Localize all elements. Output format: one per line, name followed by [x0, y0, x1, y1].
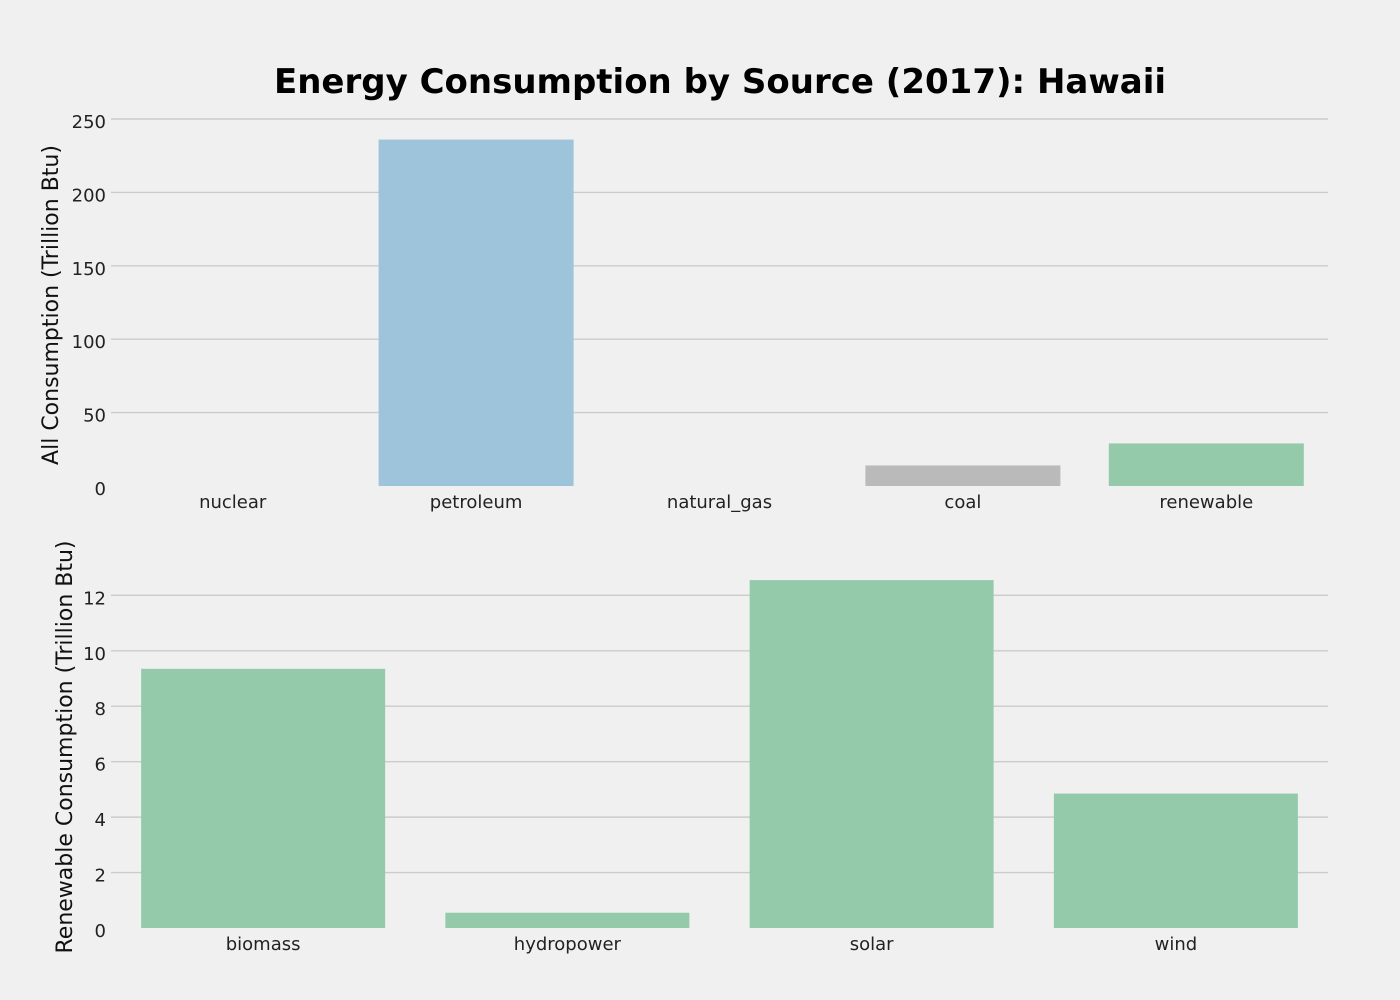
- x-tick-label-biomass: biomass: [226, 934, 301, 955]
- x-tick-label-wind: wind: [1155, 934, 1198, 955]
- bar-coal: [865, 465, 1061, 486]
- bar-renewable: [1108, 443, 1304, 486]
- x-tick-label-coal: coal: [944, 492, 981, 513]
- y-tick-label: 4: [95, 810, 106, 831]
- x-tick-label-hydropower: hydropower: [514, 934, 622, 955]
- all-consumption-panel: All Consumption (Trillion Btu) 0 50 100 150…: [39, 112, 1328, 513]
- y-tick-label: 2: [95, 866, 106, 887]
- y-tick-label: 150: [72, 259, 106, 280]
- x-tick-label-nuclear: nuclear: [199, 492, 267, 513]
- renewable-consumption-panel: Renewable Consumption (Trillion Btu) 0 2 4…: [53, 540, 1328, 955]
- chart-title: Energy Consumption by Source (2017): Haw…: [274, 62, 1166, 102]
- y-tick-label: 6: [95, 755, 106, 776]
- x-tick-label-renewable: renewable: [1159, 492, 1253, 513]
- y-tick-label: 100: [72, 332, 106, 353]
- bar-petroleum: [378, 139, 574, 486]
- ylabel-renewable-consumption: Renewable Consumption (Trillion Btu): [53, 540, 78, 953]
- bar-hydropower: [445, 912, 690, 928]
- x-tick-label-solar: solar: [850, 934, 894, 955]
- y-tick-label: 250: [72, 112, 106, 133]
- y-tick-label: 200: [72, 185, 106, 206]
- x-tick-label-petroleum: petroleum: [430, 492, 523, 513]
- y-tick-label: 0: [95, 479, 106, 500]
- y-tick-label: 50: [83, 406, 106, 427]
- y-tick-label: 12: [83, 588, 106, 609]
- bar-solar: [749, 580, 994, 928]
- bar-biomass: [141, 668, 386, 928]
- ylabel-all-consumption: All Consumption (Trillion Btu): [39, 145, 64, 465]
- x-tick-label-natural-gas: natural_gas: [667, 492, 772, 513]
- bar-wind: [1053, 793, 1298, 928]
- y-tick-label: 10: [83, 644, 106, 665]
- y-tick-label: 0: [95, 921, 106, 942]
- y-tick-label: 8: [95, 699, 106, 720]
